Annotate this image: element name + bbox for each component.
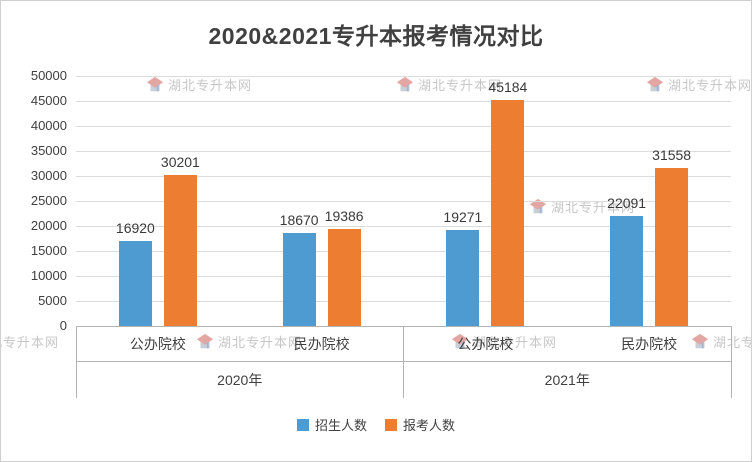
bar-招生人数 [610,216,644,326]
watermark-text: 湖北专升本网 [218,335,303,350]
gridline [76,200,731,202]
bar-value-label: 30201 [160,154,200,170]
watermark-logo-icon [691,333,709,348]
legend-item: 招生人数 [296,415,367,434]
axis-separator [403,326,404,398]
bar-value-label: 18670 [279,212,319,228]
watermark-text: 湖北专升本网 [473,335,558,350]
y-tick-label: 5000 [38,293,67,308]
y-tick-label: 30000 [30,168,67,183]
watermark-text: 湖北专升本网 [1,335,60,350]
group-label: 2021年 [544,372,590,388]
bar-报考人数 [327,229,361,326]
bar-value-label: 22091 [607,195,647,211]
bar-招生人数 [118,241,152,326]
legend-label: 报考人数 [403,418,456,433]
watermark-text: 湖北专升本网 [713,335,752,350]
bar-报考人数 [655,168,689,326]
category-label: 民办院校 [621,336,678,352]
bar-value-label: 19271 [443,209,483,225]
y-tick-label: 45000 [30,93,67,108]
bar-招生人数 [446,230,480,326]
y-tick-label: 10000 [30,268,67,283]
watermark: 湖北专升本网 [691,332,752,351]
gridline [76,125,731,127]
legend-label: 招生人数 [314,418,367,433]
bar-报考人数 [491,100,525,326]
gridline [76,150,731,152]
bar-value-label: 45184 [488,79,528,95]
watermark: 湖北专升本网 [451,332,557,351]
plot-area: 16920 18670 19271 22091 30201 19386 45184 31558 [76,75,731,327]
legend-swatch [296,418,309,431]
gridline [76,175,731,177]
y-tick-label: 25000 [30,193,67,208]
gridline [76,250,731,252]
axis-separator [75,326,77,398]
bar-招生人数 [282,233,316,326]
gridline [76,300,731,302]
group-label: 2020年 [217,372,263,388]
category-label: 公办院校 [129,336,186,352]
y-tick-label: 40000 [30,118,67,133]
gridline [76,225,731,227]
y-tick-label: 15000 [30,243,67,258]
y-tick-label: 35000 [30,143,67,158]
gridline [76,100,731,102]
axis-level-divider [76,361,731,362]
axis-separator [730,326,732,398]
bar-value-label: 19386 [324,208,364,224]
legend-swatch [385,418,397,431]
watermark: 湖北专升本网 [196,332,302,351]
bar-value-label: 16920 [115,220,155,236]
chart-title: 2020&2021专升本报考情况对比 [208,23,544,49]
y-tick-label: 0 [59,318,67,333]
y-tick-label: 20000 [30,218,67,233]
watermark: 湖北专升本网 [1,332,60,351]
y-tick-label: 50000 [30,68,67,83]
category-label: 民办院校 [293,336,350,352]
gridline [76,75,731,77]
watermark-logo-icon [451,333,469,348]
gridline [76,275,731,277]
bar-报考人数 [163,175,197,326]
legend: 招生人数 报考人数 [1,415,751,434]
legend-item: 报考人数 [385,415,455,434]
watermark-logo-icon [196,333,214,348]
category-label: 公办院校 [457,336,514,352]
bar-value-label: 31558 [652,147,692,163]
